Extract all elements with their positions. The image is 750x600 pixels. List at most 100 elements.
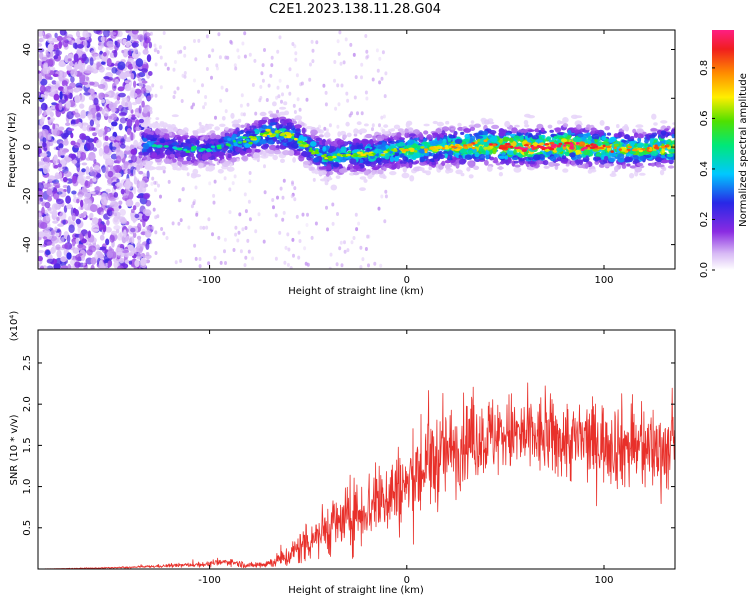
noise-blob — [59, 71, 63, 77]
noise-blob — [126, 48, 135, 52]
ridge-core — [284, 131, 290, 135]
noise-blob — [310, 39, 314, 44]
noise-blob — [295, 214, 299, 219]
noise-blob — [215, 63, 219, 68]
ridge-blob — [511, 127, 518, 134]
ridge-blob — [401, 172, 410, 179]
noise-blob — [251, 256, 255, 261]
noise-blob — [123, 229, 127, 238]
ridge-blob — [308, 137, 312, 141]
noise-blob — [274, 213, 278, 218]
noise-blob — [54, 50, 62, 56]
noise-blob — [276, 85, 280, 90]
noise-blob — [97, 45, 103, 51]
noise-blob — [129, 87, 136, 94]
noise-blob — [103, 145, 110, 154]
ridge-core — [441, 147, 446, 150]
noise-blob — [40, 78, 48, 86]
noise-blob — [101, 61, 106, 65]
ridge-blob — [669, 148, 675, 153]
noise-blob — [106, 219, 110, 226]
noise-blob — [190, 105, 194, 110]
noise-blob — [123, 164, 128, 169]
noise-blob — [154, 47, 158, 52]
noise-blob — [102, 224, 107, 233]
ridge-blob — [262, 150, 267, 156]
noise-blob — [329, 252, 333, 257]
noise-blob — [141, 80, 148, 84]
ridge-core — [353, 154, 359, 157]
noise-blob — [360, 75, 363, 80]
ridge-blob — [505, 132, 511, 136]
ridge-blob — [356, 144, 363, 150]
ridge-blob — [330, 184, 338, 191]
noise-blob — [324, 102, 328, 107]
ridge-core — [558, 142, 563, 146]
noise-blob — [117, 265, 124, 269]
noise-blob — [80, 206, 84, 210]
noise-blob — [383, 219, 387, 224]
noise-blob — [286, 84, 290, 89]
noise-blob — [110, 200, 115, 205]
ridge-blob — [535, 160, 543, 165]
noise-blob — [79, 133, 87, 140]
noise-blob — [136, 195, 143, 199]
ridge-blob — [598, 163, 605, 168]
ridge-blob — [188, 152, 195, 158]
ridge-blob — [176, 152, 181, 158]
ridge-blob — [369, 155, 375, 160]
noise-blob — [58, 143, 64, 149]
ridge-blob — [363, 140, 371, 144]
ridge-blob — [230, 112, 235, 119]
noise-blob — [225, 88, 229, 93]
noise-blob — [367, 234, 371, 239]
ridge-core — [185, 150, 191, 153]
noise-blob — [114, 78, 120, 85]
ridge-blob — [431, 132, 439, 136]
ridge-blob — [513, 135, 520, 140]
noise-blob — [248, 179, 252, 184]
ridge-core — [646, 147, 650, 150]
noise-blob — [119, 72, 128, 80]
y-tick-label: 0.5 — [22, 520, 33, 536]
ridge-blob — [603, 163, 611, 168]
ridge-blob — [142, 143, 150, 150]
noise-blob — [73, 142, 81, 149]
snr-y-ticks: 0.51.01.52.02.5 — [22, 355, 675, 536]
noise-blob — [58, 171, 63, 180]
noise-blob — [293, 110, 297, 114]
noise-blob — [71, 190, 77, 195]
noise-blob — [43, 183, 52, 188]
ridge-blob — [450, 127, 455, 131]
snr-series — [38, 382, 676, 570]
noise-blob — [134, 119, 140, 127]
ridge-blob — [423, 123, 430, 127]
noise-blob — [60, 159, 66, 165]
noise-blob — [39, 37, 45, 42]
ridge-core — [563, 144, 567, 147]
noise-blob — [76, 198, 80, 204]
snr-line — [38, 382, 676, 570]
noise-blob — [346, 98, 350, 103]
ridge-blob — [159, 128, 167, 133]
noise-blob — [82, 262, 86, 266]
noise-blob — [144, 32, 151, 37]
noise-blob — [286, 232, 290, 237]
noise-blob — [103, 30, 110, 38]
noise-blob — [198, 257, 202, 261]
noise-blob — [80, 199, 84, 208]
noise-blob — [41, 115, 45, 123]
ridge-blob — [671, 133, 675, 139]
x-tick-label: -100 — [198, 275, 221, 286]
ridge-blob — [409, 133, 416, 137]
noise-blob — [194, 256, 198, 261]
noise-blob — [124, 80, 129, 84]
noise-blob — [130, 249, 135, 253]
noise-blob — [125, 145, 130, 152]
ridge-blob — [632, 155, 639, 161]
noise-blob — [88, 126, 95, 132]
noise-blob — [117, 61, 126, 70]
noise-blob — [198, 121, 202, 126]
noise-blob — [124, 83, 132, 92]
noise-blob — [150, 181, 154, 186]
